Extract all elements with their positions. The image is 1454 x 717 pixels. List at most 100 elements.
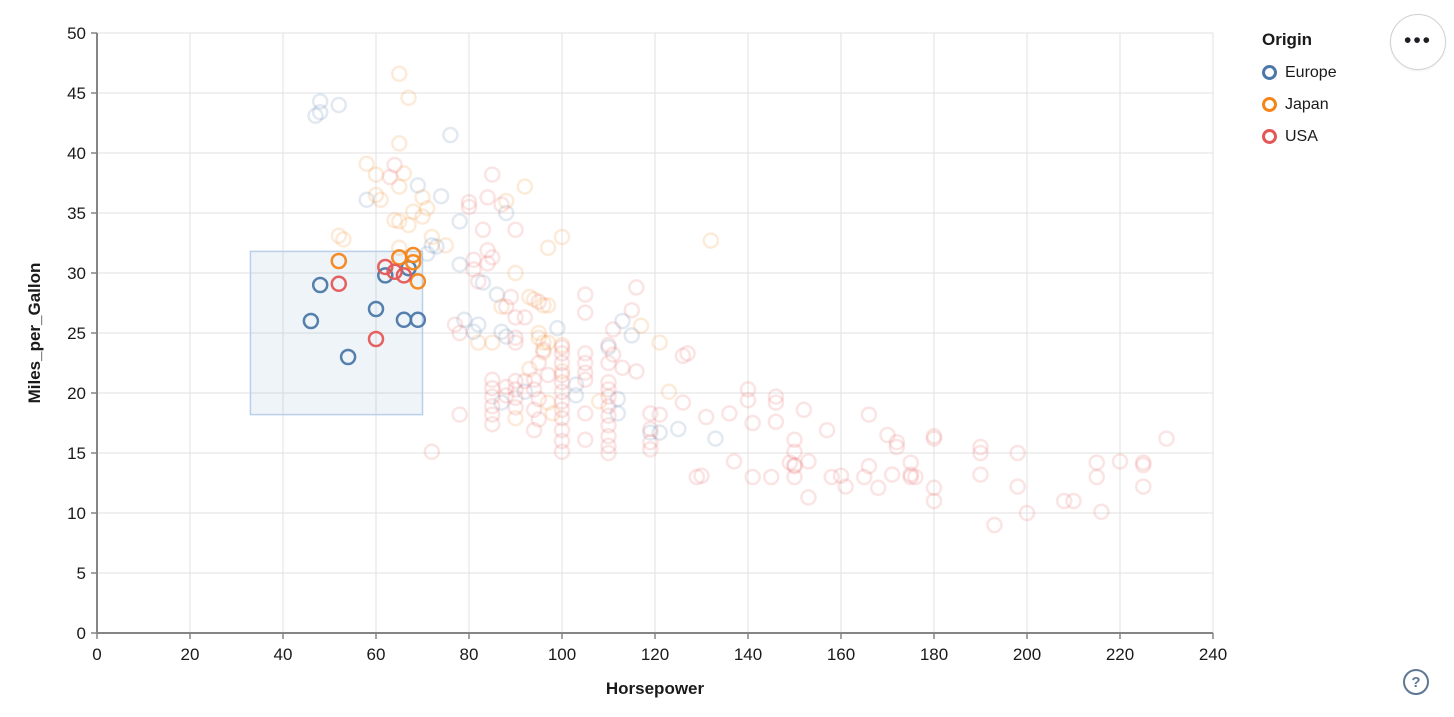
scatter-point-japan — [493, 298, 510, 315]
scatter-point-japan — [395, 165, 413, 182]
scatter-point-selected-japan — [404, 246, 422, 264]
y-tick-label: 0 — [77, 624, 86, 643]
scatter-point-usa — [577, 354, 594, 372]
scatter-point-japan — [367, 186, 385, 204]
scatter-point-usa — [553, 339, 571, 356]
scatter-point-usa — [530, 411, 547, 428]
scatter-point-europe — [307, 107, 324, 125]
x-axis-title: Horsepower — [606, 679, 705, 698]
scatter-point-usa — [530, 293, 547, 311]
scatter-point-usa — [539, 366, 557, 384]
scatter-point-japan — [530, 329, 547, 347]
scatter-point-usa — [763, 468, 780, 486]
scatter-point-usa — [1135, 456, 1152, 474]
scatter-point-europe — [474, 274, 492, 291]
scatter-point-europe — [497, 328, 515, 345]
scatter-point-usa — [577, 304, 594, 321]
scatter-point-usa — [553, 443, 571, 461]
scatter-point-usa — [507, 309, 524, 326]
scatter-point-japan — [391, 65, 408, 83]
scatter-point-usa — [642, 441, 659, 458]
scatter-point-usa — [553, 383, 571, 401]
scatter-point-usa — [507, 381, 524, 398]
y-axis-title: Miles_per_Gallon — [25, 263, 44, 404]
scatter-point-usa — [484, 388, 501, 405]
scatter-point-usa — [721, 405, 738, 422]
x-tick-label: 240 — [1199, 645, 1227, 664]
scatter-point-usa — [525, 401, 543, 419]
scatter-point-usa — [553, 421, 571, 439]
legend-label: Europe — [1285, 63, 1337, 81]
y-tick-label: 25 — [67, 324, 86, 343]
scatter-point-usa — [553, 345, 571, 362]
scatter-point-usa — [530, 354, 547, 372]
legend-swatch-icon — [1262, 129, 1277, 144]
scatter-point-europe — [330, 96, 348, 114]
scatter-point-japan — [400, 89, 417, 107]
scatter-point-europe — [567, 376, 585, 393]
scatter-point-selected-europe — [367, 300, 385, 318]
scatter-point-japan — [391, 178, 408, 195]
scatter-point-europe — [451, 213, 468, 230]
scatter-point-japan — [544, 405, 561, 422]
scatter-point-usa — [688, 468, 706, 486]
scatter-point-europe — [707, 430, 724, 447]
x-tick-label: 140 — [734, 645, 762, 664]
scatter-point-usa — [674, 394, 692, 411]
y-tick-label: 35 — [67, 204, 86, 223]
legend-item-usa: USA — [1262, 126, 1392, 147]
scatter-point-usa — [697, 408, 715, 426]
scatter-point-japan — [530, 324, 547, 342]
legend-swatch-icon — [1262, 97, 1277, 112]
scatter-point-japan — [553, 336, 571, 354]
scatter-point-usa — [818, 421, 836, 439]
scatter-point-europe — [642, 424, 659, 441]
scatter-point-usa — [1093, 503, 1110, 521]
help-button[interactable]: ? — [1403, 669, 1429, 695]
scatter-point-japan — [702, 232, 720, 249]
scatter-point-usa — [525, 421, 543, 439]
scatter-point-usa — [460, 193, 478, 211]
scatter-point-usa — [1009, 444, 1026, 462]
scatter-point-japan — [391, 239, 408, 257]
scatter-point-europe — [488, 286, 506, 303]
scatter-point-japan — [404, 203, 422, 221]
scatter-point-usa — [623, 301, 640, 319]
scatter-point-usa — [925, 427, 943, 445]
scatter-point-usa — [600, 354, 617, 372]
scatter-point-japan — [535, 297, 552, 314]
scatter-point-europe — [516, 383, 534, 401]
scatter-point-usa — [451, 324, 468, 342]
scatter-point-usa — [516, 372, 534, 390]
scatter-point-japan — [335, 231, 352, 248]
scatter-point-japan — [358, 155, 375, 173]
scatter-point-selected-japan — [330, 252, 348, 270]
y-tick-label: 30 — [67, 264, 86, 283]
ellipsis-icon: ••• — [1403, 28, 1433, 52]
scatter-point-selected-europe — [377, 267, 394, 284]
scatter-point-usa — [832, 467, 850, 485]
scatter-point-japan — [553, 228, 571, 246]
scatter-point-usa — [507, 389, 524, 407]
legend-swatch-icon — [1262, 65, 1277, 80]
scatter-point-usa — [446, 316, 464, 333]
scatter-point-usa — [507, 329, 524, 347]
scatter-point-europe — [497, 204, 515, 222]
scatter-point-usa — [902, 468, 919, 486]
scatter-point-usa — [972, 466, 989, 483]
scatter-point-usa — [888, 438, 906, 456]
scatter-point-usa — [1088, 468, 1105, 486]
scatter-point-japan — [391, 213, 408, 230]
scatter-point-usa — [460, 198, 478, 216]
scatter-point-selected-usa — [367, 330, 385, 348]
scatter-point-usa — [604, 321, 622, 338]
chart-actions-button[interactable]: ••• — [1390, 14, 1446, 70]
scatter-point-usa — [800, 489, 817, 506]
legend: Origin Europe Japan USA — [1262, 30, 1392, 158]
scatter-point-usa — [674, 347, 692, 365]
scatter-point-usa — [507, 334, 524, 351]
scatter-point-usa — [693, 467, 710, 485]
x-tick-label: 200 — [1013, 645, 1041, 664]
